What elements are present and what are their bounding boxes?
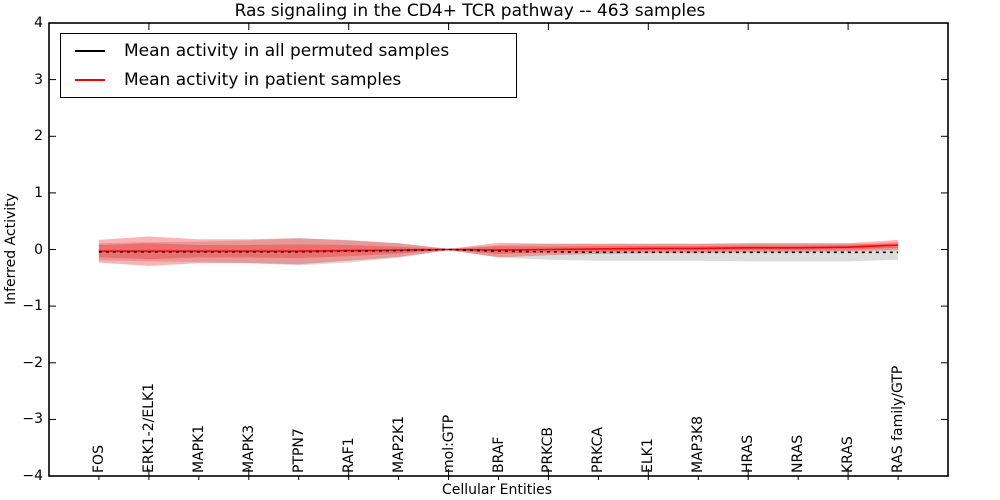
x-tick-label: KRAS bbox=[840, 436, 857, 473]
y-tick-label: −1 bbox=[22, 298, 43, 315]
permuted-mean-line bbox=[98, 248, 899, 254]
x-tick-label: FOS bbox=[90, 445, 107, 473]
x-tick-label: MAP3K8 bbox=[690, 415, 707, 473]
legend-item-permuted: Mean activity in all permuted samples bbox=[61, 37, 516, 66]
legend-label-permuted: Mean activity in all permuted samples bbox=[124, 41, 450, 61]
y-tick-label: 2 bbox=[34, 128, 43, 145]
y-tick-label: 4 bbox=[34, 15, 43, 31]
permuted-line-sample bbox=[75, 50, 105, 52]
x-tick-label: RAS family/GTP bbox=[890, 365, 907, 473]
x-tick-label: BRAF bbox=[490, 436, 507, 473]
x-tick-label: PRKCA bbox=[590, 427, 607, 473]
x-tick-label: MAPK1 bbox=[190, 424, 207, 473]
y-tick-label: 1 bbox=[34, 184, 43, 201]
y-tick-label: 0 bbox=[34, 241, 43, 258]
legend-item-patient: Mean activity in patient samples bbox=[61, 66, 516, 95]
x-tick-label: mol:GTP bbox=[440, 414, 457, 473]
patient-line-sample bbox=[75, 79, 105, 81]
x-tick-label: ELK1 bbox=[640, 438, 657, 473]
legend-label-patient: Mean activity in patient samples bbox=[124, 70, 402, 90]
legend: Mean activity in all permuted samples Me… bbox=[60, 33, 517, 98]
y-tick-label: −3 bbox=[22, 411, 43, 428]
y-tick-label: 3 bbox=[34, 71, 43, 88]
x-tick-label: HRAS bbox=[740, 434, 757, 473]
x-tick-label: PRKCB bbox=[540, 427, 557, 473]
x-tick-label: NRAS bbox=[790, 434, 807, 473]
chart-title: Ras signaling in the CD4+ TCR pathway --… bbox=[234, 1, 706, 21]
y-tick-label: −4 bbox=[22, 468, 43, 484]
x-tick-label: ERK1-2/ELK1 bbox=[140, 382, 157, 473]
x-tick-label: MAP2K1 bbox=[390, 415, 407, 473]
x-tick-label: MAPK3 bbox=[240, 424, 257, 473]
x-axis-label: Cellular Entities bbox=[441, 482, 553, 498]
x-tick-label: PTPN7 bbox=[290, 428, 307, 473]
y-tick-label: −2 bbox=[22, 354, 43, 371]
x-tick-label: RAF1 bbox=[340, 437, 357, 473]
